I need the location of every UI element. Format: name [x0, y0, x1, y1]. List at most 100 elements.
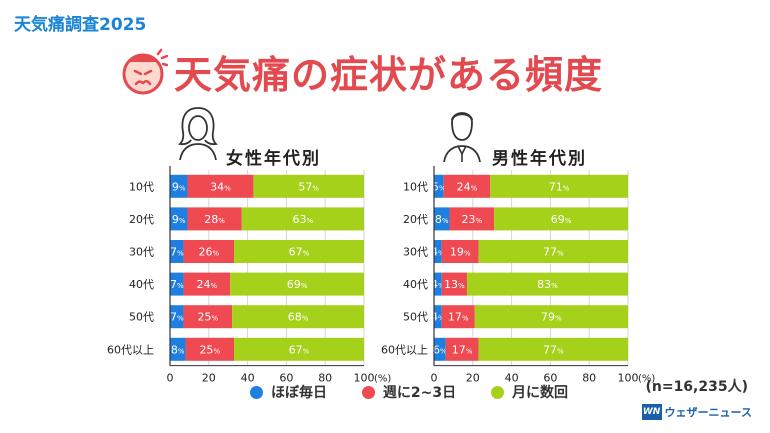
male-data-label-unit: % [442, 217, 449, 225]
male-bar-monthly [490, 174, 628, 198]
female-data-label-unit: % [312, 184, 319, 192]
female-data-label-monthly: 67% [289, 246, 310, 259]
male-x-tick-label: 0 [431, 372, 438, 385]
survey-tag: 天気痛調査2025 [14, 15, 147, 35]
female-data-label-unit: % [177, 315, 184, 323]
female-x-unit-label: (%) [374, 374, 391, 385]
male-data-label-unit: % [555, 315, 562, 323]
logo-mark: WN [641, 404, 662, 420]
female-x-tick-label: 80 [318, 372, 332, 385]
female-data-label-weekly: 25% [198, 311, 219, 324]
legend-swatch-monthly [490, 385, 504, 399]
female-data-label-monthly: 69% [287, 278, 308, 291]
female-bar-monthly [234, 240, 364, 263]
female-x-tick-label: 20 [202, 372, 216, 385]
male-bar-monthly [474, 305, 628, 329]
female-bar-weekly [183, 240, 235, 263]
male-data-label-weekly: 17% [448, 311, 469, 324]
male-data-label-daily: 5% [432, 180, 446, 193]
sample-size: (n=16,235人) [645, 379, 748, 395]
female-data-label-monthly: 68% [288, 311, 309, 324]
female-category-label: 60代以上 [107, 343, 154, 356]
female-bar-monthly [234, 337, 364, 361]
male-bar-weekly [443, 174, 491, 198]
female-data-label-unit: % [213, 347, 220, 355]
page-title: 天気痛の症状がある頻度 [174, 53, 604, 97]
male-data-label-unit: % [440, 347, 447, 355]
female-data-label-unit: % [307, 217, 314, 225]
female-data-label-unit: % [303, 250, 310, 258]
male-bar-monthly [478, 337, 628, 361]
male-data-label-weekly: 17% [452, 343, 473, 356]
male-data-label-monthly: 69% [551, 213, 572, 226]
male-data-label-unit: % [464, 250, 471, 258]
female-bar-monthly [230, 272, 364, 296]
female-bar-weekly [187, 207, 242, 231]
female-x-tick-label: 40 [241, 372, 255, 385]
male-bar-daily [434, 174, 444, 198]
male-x-tick-label: 80 [582, 372, 596, 385]
male-data-label-daily: 8% [435, 213, 449, 226]
legend-label-monthly: 月に数回 [511, 385, 568, 401]
male-bar-weekly [445, 337, 479, 361]
male-data-label-monthly: 79% [541, 311, 562, 324]
female-category-label: 10代 [129, 180, 154, 193]
male-panel-title: 男性年代別 [492, 149, 587, 169]
female-data-label-daily: 9% [172, 180, 186, 193]
female-data-label-weekly: 34% [210, 180, 231, 193]
male-bar-daily [434, 207, 450, 231]
legend: ほぼ毎日 週に2~3日 月に数回 [250, 382, 598, 403]
male-category-label: 40代 [403, 278, 428, 291]
male-bar-monthly [466, 272, 628, 296]
female-data-label-daily: 9% [172, 213, 186, 226]
female-data-label-unit: % [178, 347, 185, 355]
female-bar-weekly [185, 337, 235, 361]
male-data-label-unit: % [438, 282, 445, 290]
female-category-label: 20代 [129, 213, 154, 226]
male-bar-daily [434, 240, 442, 263]
man-icon [443, 112, 481, 162]
male-data-label-unit: % [471, 184, 478, 192]
female-data-label-unit: % [302, 315, 309, 323]
legend-item-monthly: 月に数回 [490, 382, 568, 402]
female-data-label-monthly: 67% [289, 343, 310, 356]
female-bar-weekly [183, 305, 233, 329]
logo-name: ウェザーニュース [664, 406, 752, 419]
female-data-label-unit: % [224, 184, 231, 192]
male-x-tick-label: 60 [543, 372, 557, 385]
female-bar-weekly [183, 272, 231, 296]
male-bar-daily [434, 337, 446, 361]
female-x-tick-label: 100 [354, 372, 375, 385]
female-bar-daily [170, 174, 188, 198]
female-bar-daily [170, 337, 186, 361]
legend-swatch-daily [250, 385, 263, 399]
female-data-label-daily: 7% [170, 246, 184, 259]
female-bar-monthly [241, 207, 364, 231]
male-data-label-unit: % [439, 184, 446, 192]
male-bar-monthly [494, 207, 628, 231]
male-data-label-unit: % [462, 315, 469, 323]
male-bar-weekly [441, 305, 475, 329]
male-data-label-monthly: 77% [543, 246, 564, 259]
female-bar-monthly [253, 174, 364, 198]
male-data-label-unit: % [458, 282, 465, 290]
male-category-label: 10代 [403, 180, 428, 193]
male-x-tick-label: 20 [466, 372, 480, 385]
male-x-tick-label: 40 [505, 372, 519, 385]
male-bar-monthly [478, 240, 628, 263]
female-data-label-daily: 7% [170, 278, 184, 291]
female-data-label-daily: 8% [171, 343, 185, 356]
male-x-tick-label: 100 [618, 372, 639, 385]
female-x-tick-label: 60 [279, 372, 293, 385]
female-x-tick-label: 0 [167, 372, 174, 385]
female-bar-daily [170, 305, 184, 329]
male-data-label-weekly: 23% [462, 213, 483, 226]
male-category-label: 50代 [403, 311, 428, 324]
male-category-label: 30代 [403, 246, 428, 259]
female-data-label-monthly: 57% [298, 180, 319, 193]
headache-face-icon [122, 48, 168, 95]
male-bar-weekly [441, 272, 467, 296]
header: 天気痛の症状がある頻度 [0, 44, 770, 100]
male-bar-daily [434, 305, 442, 329]
